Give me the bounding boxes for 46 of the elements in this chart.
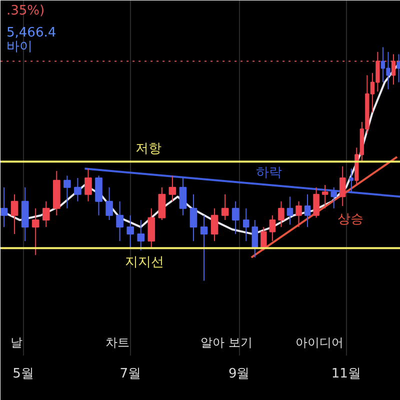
text: 차트 bbox=[106, 336, 130, 350]
candlestick bbox=[242, 208, 250, 242]
candlestick bbox=[260, 226, 267, 251]
candlestick bbox=[74, 178, 82, 202]
candlestick bbox=[158, 186, 166, 221]
candlestick bbox=[278, 200, 284, 228]
text: 알아 보기 bbox=[200, 336, 252, 350]
candlestick bbox=[200, 214, 208, 282]
candlestick bbox=[84, 168, 92, 202]
candlestick bbox=[269, 214, 276, 242]
candlestick bbox=[210, 208, 218, 242]
candlestick bbox=[304, 194, 311, 228]
candlestick bbox=[95, 175, 102, 216]
candlestick bbox=[296, 200, 302, 228]
candlestick bbox=[64, 175, 71, 209]
candlestick bbox=[148, 208, 156, 249]
candlestick bbox=[42, 200, 50, 228]
candlestick bbox=[322, 184, 328, 209]
candlestick bbox=[232, 200, 240, 235]
candlestick bbox=[190, 194, 198, 242]
annotation: 바이 bbox=[6, 40, 32, 54]
candlestick bbox=[313, 186, 320, 218]
x-tick-label: 5월 bbox=[12, 366, 34, 382]
text: 아이디어 bbox=[296, 336, 344, 350]
text: 날 bbox=[10, 336, 22, 350]
x-tick-label: 7월 bbox=[120, 366, 141, 382]
candlestick bbox=[221, 194, 229, 221]
candlestick bbox=[339, 166, 346, 207]
series-label: 상승 bbox=[338, 212, 364, 228]
candlestick bbox=[10, 194, 18, 235]
ref-line-label: 저항 bbox=[136, 142, 162, 157]
candlestick bbox=[116, 200, 124, 242]
series-label: 하락 bbox=[256, 166, 282, 181]
candlestick bbox=[106, 186, 113, 221]
candlestick bbox=[168, 175, 176, 202]
candlestick bbox=[0, 186, 8, 228]
candlestick bbox=[32, 208, 40, 256]
candlestick bbox=[286, 196, 294, 226]
x-tick-label: 9월 bbox=[228, 366, 250, 382]
ref-line-label: 지지선 bbox=[125, 255, 164, 270]
text: .35%) bbox=[6, 4, 45, 18]
candlestick bbox=[137, 220, 145, 251]
x-tick-label: 11월 bbox=[331, 366, 361, 382]
candlestick bbox=[126, 214, 134, 249]
text: 5,466.4 bbox=[6, 26, 56, 40]
candlestick bbox=[252, 220, 258, 258]
